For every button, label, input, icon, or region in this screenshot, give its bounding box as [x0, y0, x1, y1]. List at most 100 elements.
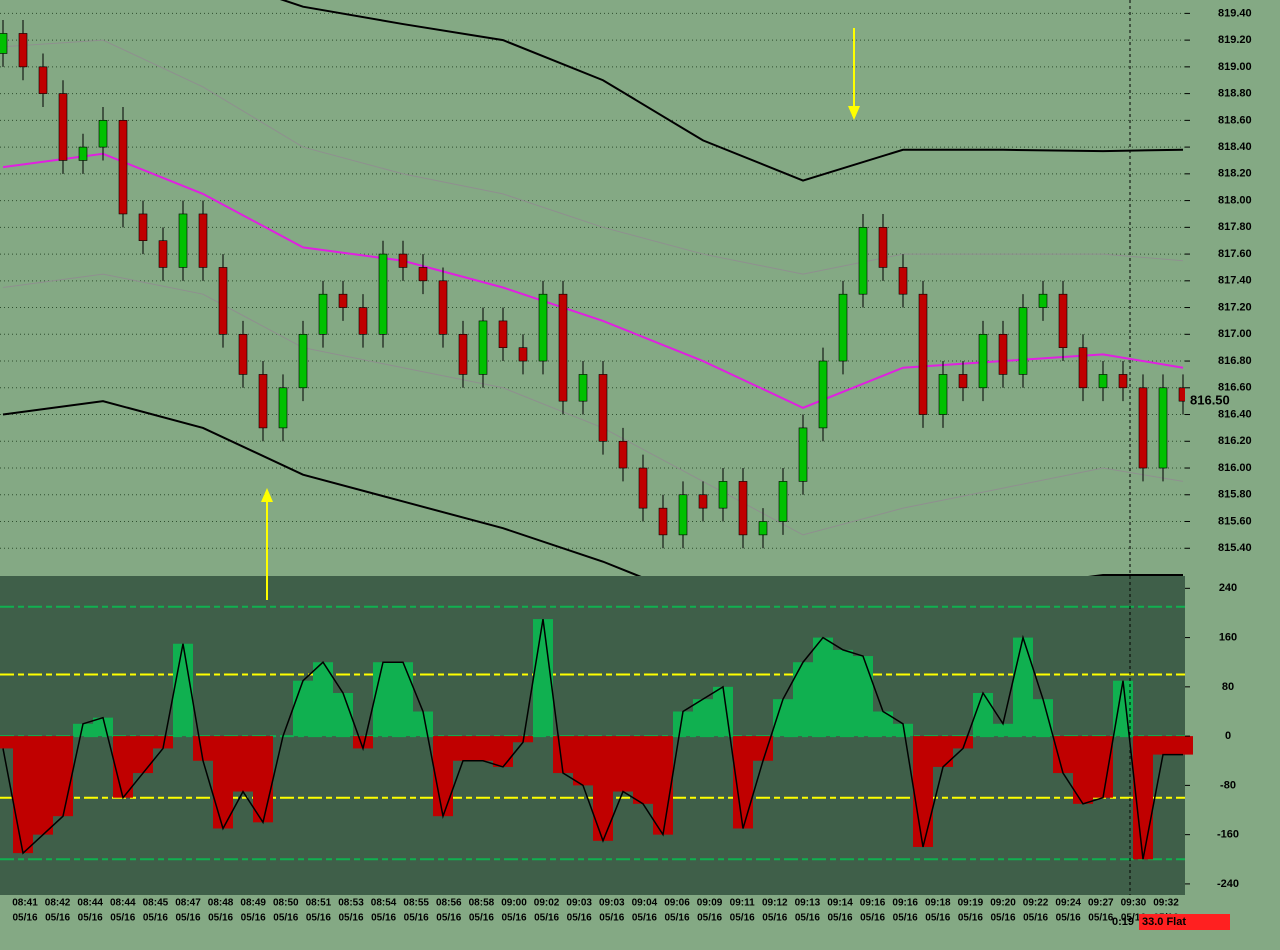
x-tick-date: 05/16	[273, 913, 298, 924]
candle-body	[218, 267, 228, 335]
arrow-down	[848, 28, 860, 120]
x-tick-date: 05/16	[175, 913, 200, 924]
y-tick-label: 817.80	[1218, 221, 1252, 233]
candle-body	[378, 253, 388, 335]
histogram-bar	[1093, 736, 1113, 798]
x-tick-label: 09:22	[1023, 898, 1049, 909]
x-tick-label: 09:16	[860, 898, 886, 909]
y-tick-label: 0	[1225, 730, 1231, 742]
histogram-bar	[233, 736, 253, 792]
x-tick-date: 05/16	[110, 913, 135, 924]
x-tick-label: 09:18	[925, 898, 951, 909]
histogram-bar	[433, 736, 453, 817]
histogram-bar	[73, 723, 93, 737]
x-tick-date: 05/16	[925, 913, 950, 924]
x-tick-label: 09:30	[1121, 898, 1147, 909]
candle-body	[98, 120, 108, 148]
histogram-bar	[293, 680, 313, 737]
candle-body	[138, 213, 148, 241]
candle-body	[818, 360, 828, 429]
candle-body	[558, 293, 568, 402]
histogram-bar	[593, 736, 613, 841]
y-tick-label: 818.60	[1218, 114, 1252, 126]
y-tick-label: 817.60	[1218, 248, 1252, 260]
histogram-bar	[753, 736, 773, 761]
x-tick-label: 08:55	[403, 898, 429, 909]
candle-body	[318, 293, 328, 335]
x-tick-label: 09:09	[697, 898, 723, 909]
candle-body	[998, 334, 1008, 375]
histogram-bar	[473, 736, 493, 761]
histogram-bar	[93, 717, 113, 737]
last-price-box	[1186, 393, 1236, 410]
last-price-label: 816.50	[1190, 393, 1230, 408]
histogram-bar	[733, 736, 753, 829]
histogram-bar	[353, 736, 373, 749]
x-tick-date: 05/16	[827, 913, 852, 924]
x-tick-date: 05/16	[599, 913, 624, 924]
x-tick-date: 05/16	[1121, 913, 1146, 924]
x-tick-date: 05/16	[664, 913, 689, 924]
histogram-bar	[493, 736, 513, 767]
oscillator-plot	[0, 605, 1193, 861]
candle-body	[298, 334, 308, 389]
y-tick-label: 817.40	[1218, 275, 1252, 287]
x-tick-label: 09:32	[1153, 898, 1179, 909]
price-panel	[0, 0, 1185, 576]
candle-body	[458, 334, 468, 375]
x-tick-date: 05/16	[338, 913, 363, 924]
candle-body	[618, 440, 628, 469]
x-tick-date: 05/16	[371, 913, 396, 924]
x-tick-label: 08:44	[110, 898, 136, 909]
x-tick-label: 08:58	[469, 898, 495, 909]
x-tick-label: 09:16	[892, 898, 918, 909]
candle-body	[638, 467, 648, 509]
candle-body	[778, 481, 788, 522]
x-tick-label: 09:04	[632, 898, 658, 909]
x-tick-label: 09:12	[762, 898, 788, 909]
y-tick-label: 815.60	[1218, 515, 1252, 527]
x-tick-label: 09:00	[501, 898, 527, 909]
x-tick-date: 05/16	[1023, 913, 1048, 924]
timer: 0:19	[1112, 916, 1134, 928]
y-tick-label: 819.20	[1218, 34, 1252, 46]
y-tick-label: 817.20	[1218, 301, 1252, 313]
x-tick-label: 09:11	[730, 898, 755, 909]
x-tick-date: 05/16	[404, 913, 429, 924]
x-tick-label: 08:54	[371, 898, 397, 909]
x-tick-date: 05/16	[306, 913, 331, 924]
y-tick-label: 815.40	[1218, 542, 1252, 554]
candle-body	[678, 494, 688, 536]
x-tick-label: 09:03	[566, 898, 592, 909]
x-tick-date: 05/16	[12, 913, 37, 924]
histogram-bar	[713, 686, 733, 737]
candle-body	[38, 66, 48, 94]
histogram-bar	[33, 736, 53, 835]
y-tick-label: 819.40	[1218, 7, 1252, 19]
x-tick-date: 05/16	[469, 913, 494, 924]
arrow-up	[261, 488, 273, 600]
candle-body	[18, 33, 28, 68]
histogram-bar	[673, 711, 693, 737]
x-tick-label: 09:19	[958, 898, 984, 909]
histogram-bar	[0, 736, 13, 749]
candle-body	[838, 293, 848, 362]
histogram-bar	[613, 736, 633, 792]
histogram-bar	[633, 736, 653, 804]
candle-body	[578, 374, 588, 402]
y-tick-label: 160	[1219, 631, 1237, 643]
x-tick-date: 05/16	[860, 913, 885, 924]
candle-body	[598, 374, 608, 442]
candle-body	[1038, 293, 1048, 308]
candle-body	[1018, 307, 1028, 375]
candle-body	[0, 33, 8, 54]
y-tick-label: 818.20	[1218, 168, 1252, 180]
candle-body	[178, 213, 188, 268]
x-tick-label: 09:14	[827, 898, 853, 909]
x-tick-label: 08:50	[273, 898, 299, 909]
x-tick-date: 05/16	[534, 913, 559, 924]
candle-body	[898, 267, 908, 295]
histogram-bar	[373, 662, 393, 737]
price-plot	[0, 0, 1185, 576]
